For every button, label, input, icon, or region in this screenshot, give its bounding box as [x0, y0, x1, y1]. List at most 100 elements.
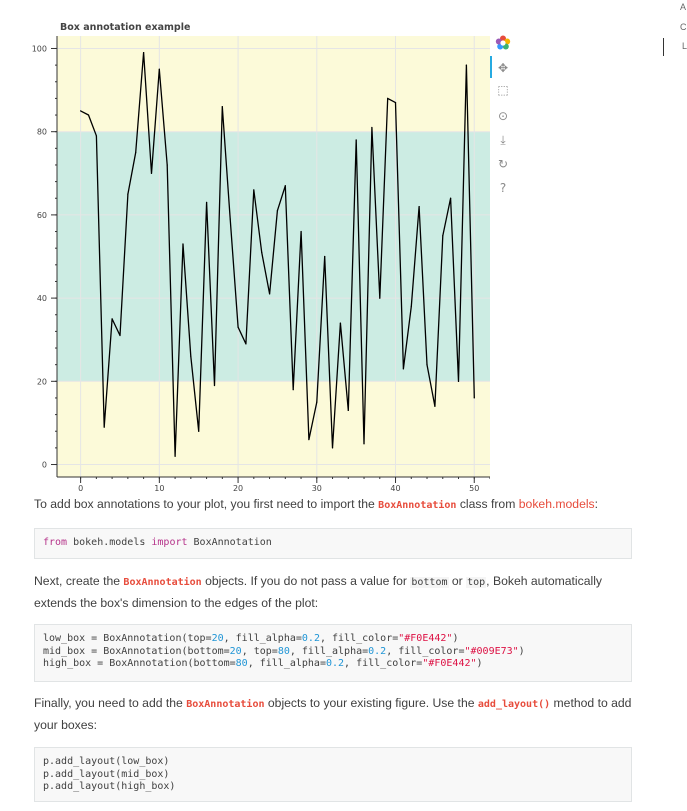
- code-string: "#009E73": [464, 645, 519, 657]
- data-point: [174, 455, 176, 457]
- code-keyword: import: [151, 537, 188, 548]
- data-point: [457, 380, 460, 382]
- code-number: 20: [211, 633, 224, 644]
- data-point: [229, 218, 231, 220]
- data-point: [80, 110, 82, 112]
- data-point: [442, 235, 444, 237]
- data-point: [300, 230, 302, 233]
- data-point: [473, 397, 475, 399]
- code-text: , fill_alpha=: [289, 645, 369, 657]
- data-point: [205, 201, 208, 204]
- data-point: [465, 64, 467, 66]
- data-point: [268, 293, 271, 295]
- text: objects. If you do not pass a value for: [201, 574, 411, 588]
- code-text: ): [476, 658, 483, 669]
- data-point: [418, 205, 420, 208]
- axes: 0 10 20 30 40 50 0 20 40 60 80 100: [32, 36, 490, 493]
- code-number: 80: [277, 645, 290, 657]
- data-point: [135, 151, 137, 154]
- data-point: [198, 430, 200, 432]
- wheel-zoom-icon[interactable]: ⊙: [497, 109, 509, 123]
- data-point: [119, 334, 121, 337]
- pan-icon[interactable]: ✥: [497, 61, 509, 75]
- line-chart[interactable]: 0 10 20 30 40 50 0 20 40 60 80 100 Box annotation e…: [0, 0, 490, 495]
- code-text: , fill_alpha=: [223, 633, 302, 644]
- text: , Bokeh automatically extends the box's …: [34, 574, 603, 610]
- code-number: 20: [229, 645, 242, 657]
- code-text: ): [452, 633, 459, 644]
- code-number: 0.2: [325, 658, 345, 669]
- y-tick-label: 0: [42, 461, 47, 470]
- data-point: [237, 326, 239, 328]
- text: or: [448, 574, 467, 588]
- y-tick-label: 100: [32, 44, 47, 53]
- paragraph-add-layout: Finally, you need to add the BoxAnnotati…: [34, 693, 634, 736]
- code-block-import: from bokeh.models import BoxAnnotation: [34, 528, 632, 559]
- data-point: [402, 368, 404, 370]
- data-point: [213, 384, 216, 387]
- data-point: [324, 255, 326, 258]
- data-point: [292, 389, 294, 391]
- x-tick-label: 10: [154, 484, 164, 493]
- bokeh-logo-icon[interactable]: [490, 35, 516, 54]
- help-icon[interactable]: ?: [499, 181, 507, 195]
- data-point: [308, 438, 310, 441]
- side-fragment-c: C: [680, 22, 687, 32]
- x-tick-label: 50: [469, 484, 479, 493]
- text: class from: [456, 497, 519, 511]
- box-annotations: [57, 36, 490, 477]
- code-text: low_box = BoxAnnotation(top=: [43, 633, 212, 644]
- bokeh-models-link[interactable]: bokeh.models: [518, 497, 595, 511]
- y-tick-label: 60: [37, 211, 47, 220]
- inline-code: BoxAnnotation: [378, 500, 457, 511]
- data-point: [347, 409, 349, 412]
- data-point: [150, 172, 153, 174]
- code-keyword: from: [43, 537, 68, 548]
- data-point: [410, 305, 412, 308]
- text: Next, create the: [34, 574, 124, 588]
- text: To add box annotations to your plot, you…: [34, 497, 379, 511]
- y-tick-label: 40: [37, 294, 47, 303]
- y-tick-label: 20: [37, 377, 47, 386]
- data-point: [450, 197, 452, 199]
- code-number: 0.2: [301, 633, 320, 644]
- data-point: [284, 185, 286, 187]
- text: method to add your boxes:: [34, 696, 632, 732]
- inline-code: add_layout(): [477, 699, 551, 710]
- data-point: [87, 114, 90, 116]
- code-text: , fill_alpha=: [247, 658, 326, 669]
- code-text: p.add_layout(mid_box): [43, 768, 170, 780]
- data-point: [316, 401, 318, 403]
- data-point: [261, 251, 263, 253]
- data-point: [127, 193, 129, 195]
- inline-code: bottom: [410, 577, 449, 588]
- paragraph-create: Next, create the BoxAnnotation objects. …: [34, 571, 634, 614]
- data-point: [166, 164, 168, 166]
- box-annotation-0: [57, 381, 490, 477]
- box-zoom-icon[interactable]: ⬚: [497, 83, 509, 97]
- data-point: [276, 210, 279, 212]
- code-text: , fill_color=: [386, 645, 465, 657]
- code-string: "#F0E442": [398, 633, 453, 644]
- save-icon[interactable]: ⤓: [500, 133, 506, 147]
- data-point: [158, 68, 160, 70]
- data-point: [111, 318, 113, 320]
- data-point: [253, 189, 255, 191]
- data-point: [95, 135, 97, 137]
- data-point: [245, 343, 247, 345]
- reset-icon[interactable]: ↻: [497, 157, 509, 171]
- side-fragment-l: L: [682, 41, 687, 51]
- data-point: [190, 355, 192, 357]
- series-layer: [80, 51, 475, 457]
- box-annotation-2: [57, 36, 490, 132]
- data-point: [339, 322, 342, 324]
- code-text: ): [518, 645, 525, 657]
- data-point: [379, 297, 381, 299]
- text: Finally, you need to add the: [34, 696, 187, 710]
- code-block-boxes: low_box = BoxAnnotation(top=20, fill_alp…: [34, 624, 632, 682]
- code-block-add-layout: p.add_layout(low_box) p.add_layout(mid_b…: [34, 747, 632, 802]
- chart-title: Box annotation example: [60, 22, 190, 33]
- side-fragment-a: A: [680, 2, 687, 12]
- code-text: BoxAnnotation: [187, 537, 272, 548]
- code-text: bokeh.models: [67, 537, 152, 548]
